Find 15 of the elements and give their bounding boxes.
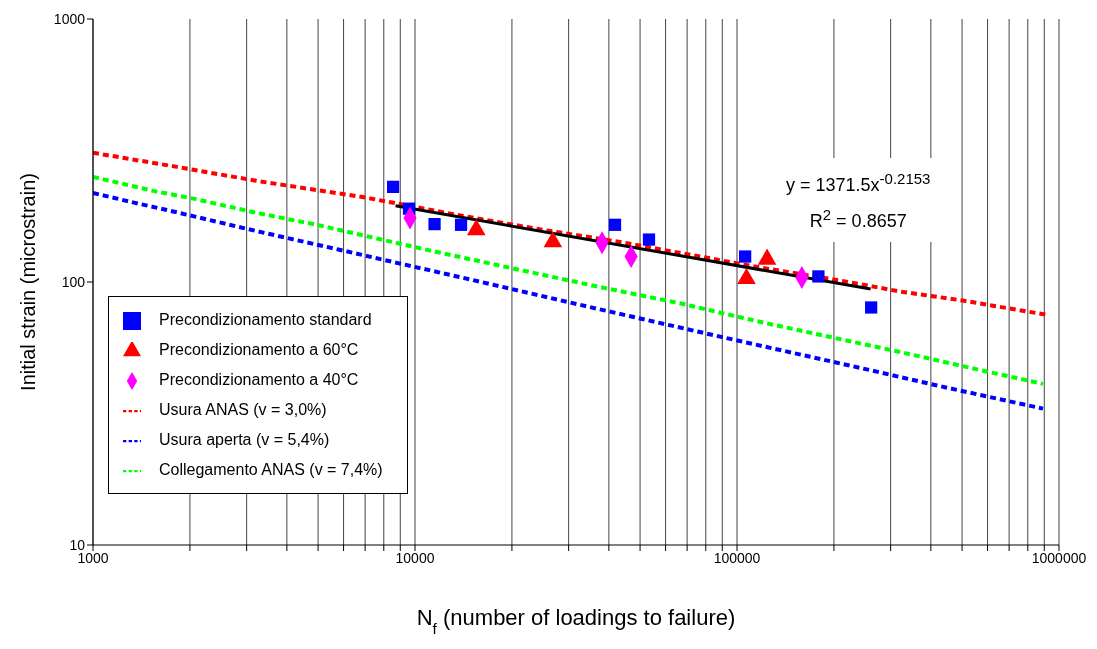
legend-label: Precondizionamento a 40°C bbox=[159, 371, 359, 388]
annotation: y = 1371.5x$^{-0.2153}$ bbox=[786, 169, 931, 197]
y-tick-label: 100 bbox=[61, 273, 86, 290]
legend-label: Precondizionamento standard bbox=[159, 311, 372, 328]
y-axis-title: Initial strain (microstrain) bbox=[17, 173, 39, 391]
x-axis-title: N$_{f}$ (number of loadings to failure) bbox=[416, 605, 736, 637]
legend-label: Usura aperta (v = 5,4%) bbox=[159, 431, 330, 448]
annotation: R$^{2}$ = 0.8657 bbox=[808, 205, 908, 233]
legend-label: Precondizionamento a 60°C bbox=[159, 341, 359, 358]
x-tick-label: 10000 bbox=[395, 549, 435, 566]
x-tick-label: 100000 bbox=[713, 549, 761, 566]
legend-label: Collegamento ANAS (v = 7,4%) bbox=[159, 461, 383, 478]
x-tick-label: 1000000 bbox=[1031, 549, 1087, 566]
y-tick-label: 1000 bbox=[53, 10, 86, 27]
legend-label: Usura ANAS (v = 3,0%) bbox=[159, 401, 327, 418]
